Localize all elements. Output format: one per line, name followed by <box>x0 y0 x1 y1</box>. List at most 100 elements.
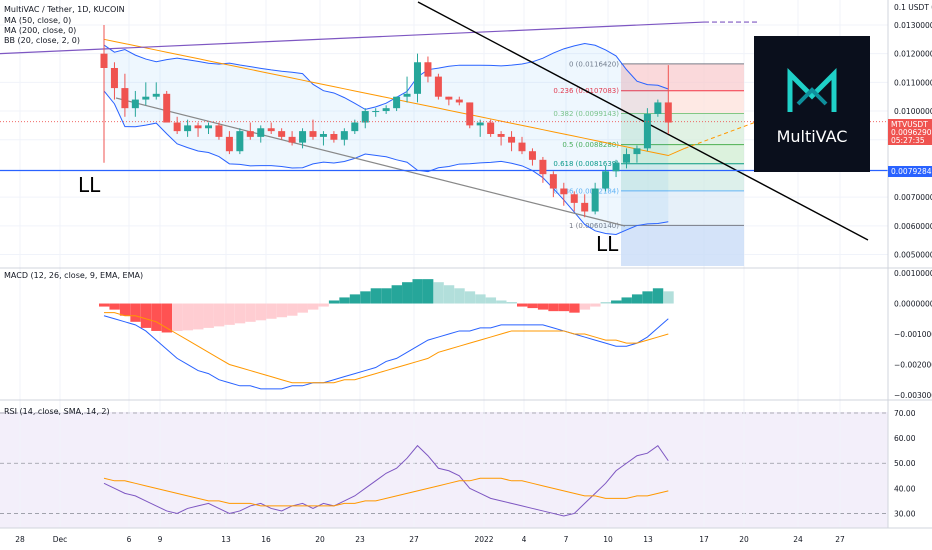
macd-histogram-bar <box>642 291 653 304</box>
rsi-tick-label: 60.00 <box>894 434 916 443</box>
candle-body <box>581 202 589 212</box>
date-tick-label: Dec <box>53 535 68 544</box>
candle-body <box>424 62 432 77</box>
macd-histogram-bar <box>381 288 392 304</box>
candle-body <box>110 68 118 89</box>
macd-histogram-bar <box>443 285 455 304</box>
macd-histogram-bar <box>99 303 110 307</box>
macd-histogram-bar <box>558 303 570 312</box>
date-tick-label: 10 <box>603 535 613 544</box>
macd-histogram-bar <box>119 303 131 316</box>
currency-label[interactable]: 0.1 USDT 0 <box>894 3 932 12</box>
rsi-ma-line <box>103 477 669 507</box>
price-tick-label: 0.0130000 <box>894 21 932 30</box>
macd-histogram-bar <box>621 297 632 304</box>
candle-body <box>351 122 359 132</box>
rsi-pane[interactable] <box>0 408 888 528</box>
candle <box>142 82 150 106</box>
rsi-legend[interactable]: RSI (14, close, SMA, 14, 2) <box>4 407 110 416</box>
ma200-legend[interactable]: MA (200, close, 0) <box>4 26 76 35</box>
candle-body <box>445 96 453 100</box>
macd-histogram-bar <box>109 303 120 310</box>
candle <box>664 65 672 134</box>
candle <box>591 182 599 215</box>
candle <box>236 128 244 155</box>
macd-histogram-bar <box>433 282 444 304</box>
candle <box>330 131 338 143</box>
candle-body <box>476 122 484 126</box>
candle-body <box>487 122 495 134</box>
date-tick-label: 28 <box>15 535 25 544</box>
date-tick-label: 20 <box>739 535 749 544</box>
candle-body <box>173 122 181 132</box>
grid-lines <box>0 0 888 528</box>
candle <box>121 73 129 117</box>
macd-histogram-bar <box>203 303 214 328</box>
candle <box>278 128 286 140</box>
macd-histogram-bar <box>517 303 528 307</box>
price-tick-label: 0.0060000 <box>894 222 932 231</box>
symbol-title: MultiVAC / Tether, 1D, KUCOIN <box>4 5 125 14</box>
candle-body <box>528 151 536 160</box>
descending-trendline[interactable] <box>417 1 869 241</box>
macd-histogram-bar <box>339 297 350 304</box>
logo-text: MultiVAC <box>777 127 848 146</box>
candle-body <box>330 134 338 140</box>
candle <box>372 108 380 117</box>
fib-level-label: 0.382 (0.0099143) <box>553 110 619 118</box>
candle-body <box>319 134 327 137</box>
macd-histogram-bar <box>130 303 141 322</box>
macd-histogram-bar <box>318 303 329 307</box>
candle-body <box>612 162 620 172</box>
candle <box>309 119 317 140</box>
date-tick-label: 27 <box>409 535 419 544</box>
candle <box>643 108 651 152</box>
macd-histogram-bar <box>391 285 402 304</box>
candle-body <box>309 131 317 137</box>
macd-histogram-bar <box>182 303 193 331</box>
date-tick-label: 9 <box>158 535 163 544</box>
candle-body <box>205 125 212 129</box>
candle <box>100 30 108 83</box>
candle-body <box>382 108 390 112</box>
candle-body <box>560 188 568 195</box>
candle <box>393 96 401 112</box>
trendlines[interactable] <box>0 1 888 241</box>
multivac-logo: MultiVAC <box>754 36 870 172</box>
candle <box>131 90 139 117</box>
lower-trendline[interactable] <box>115 97 626 227</box>
candle-body <box>267 128 275 132</box>
bb-legend[interactable]: BB (20, close, 2, 0) <box>4 36 80 45</box>
candle <box>623 148 630 169</box>
macd-signal-line <box>104 312 669 384</box>
candle-body <box>455 99 463 103</box>
macd-tick-label: −0.0030000 <box>894 391 932 400</box>
candle <box>602 165 610 192</box>
candle-body <box>643 113 651 149</box>
date-tick-label: 16 <box>261 535 271 544</box>
macd-histogram-bar <box>496 300 507 304</box>
candle <box>539 156 547 183</box>
price-tick-label: 0.0120000 <box>894 50 932 59</box>
right-low-label[interactable]: LL <box>596 232 619 256</box>
date-tick-label: 13 <box>221 535 231 544</box>
candle <box>633 145 641 163</box>
candle-body <box>257 128 265 137</box>
candle-body <box>131 99 139 109</box>
candle-body <box>361 111 369 123</box>
ma50-legend[interactable]: MA (50, close, 0) <box>4 16 71 25</box>
fib-zone <box>621 90 744 114</box>
macd-legend[interactable]: MACD (12, 26, close, 9, EMA, EMA) <box>4 271 143 280</box>
rsi-indicator <box>103 444 669 517</box>
candle <box>361 108 369 129</box>
candle <box>225 131 233 155</box>
macd-histogram-bar <box>402 282 413 304</box>
macd-histogram-bar <box>548 303 559 312</box>
candle <box>288 131 296 146</box>
left-low-label[interactable]: LL <box>78 173 101 197</box>
support-price: 0.0079284 <box>891 167 932 176</box>
candle-body <box>278 131 286 137</box>
current-price-badge-bg <box>888 119 932 145</box>
fib-retracement[interactable]: 0 (0.0116420)0.236 (0.0107083)0.382 (0.0… <box>553 60 744 266</box>
